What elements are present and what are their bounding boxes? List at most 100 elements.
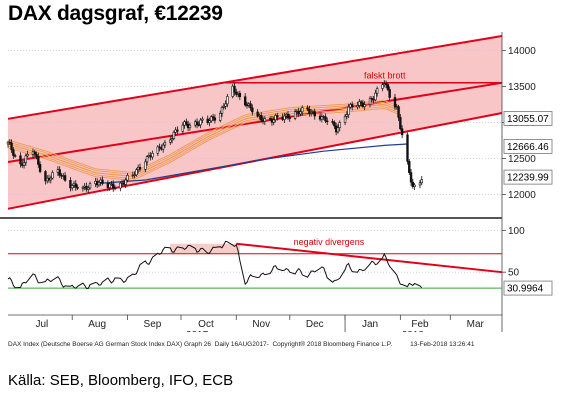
candle-body — [413, 184, 416, 187]
candle-body — [245, 104, 249, 107]
candle-body — [286, 113, 290, 119]
candle-body — [420, 179, 423, 184]
candle-body — [283, 115, 286, 120]
ma-band-line — [7, 100, 401, 173]
candle-body — [326, 120, 329, 123]
candle-body — [135, 169, 138, 176]
candle-body — [359, 101, 363, 104]
footer-middle: Copyright® 2018 Bloomberg Finance L.P. — [272, 341, 393, 348]
candle-body — [151, 153, 154, 158]
x-month-label: Aug — [88, 319, 106, 330]
candle-body — [133, 174, 136, 176]
candle-body — [226, 96, 229, 105]
x-month-label: Jan — [362, 319, 378, 330]
page-title: DAX dagsgraf, €12239 — [8, 2, 223, 25]
long-moving-average-line — [95, 143, 408, 185]
candle-body — [251, 107, 254, 113]
indicator-series-line — [7, 240, 423, 290]
candle-body — [309, 111, 313, 114]
indicator-value-label: 30.9964 — [507, 284, 544, 295]
candle-body — [211, 116, 215, 119]
candle-body — [411, 181, 415, 187]
candle-body — [37, 156, 40, 165]
candle-body — [397, 106, 400, 118]
x-month-label: Oct — [198, 319, 214, 330]
candle-body — [119, 182, 122, 189]
candle-body — [10, 142, 13, 151]
candle-body — [144, 161, 147, 170]
candle-body — [386, 84, 390, 90]
channel-upper-line — [7, 35, 503, 120]
price-y-tick-label: 12000 — [508, 190, 536, 201]
indicator-y-tick-label: 100 — [508, 226, 525, 237]
candle-body — [195, 121, 199, 125]
price-y-tick-label: 14000 — [508, 46, 536, 57]
candle-body — [219, 113, 222, 121]
footer-right: 13-Feb-2018 13:26:41 — [410, 341, 475, 348]
candle-body — [343, 116, 347, 123]
x-month-label: Jul — [35, 319, 48, 330]
candle-body — [233, 85, 236, 93]
candle-body — [35, 153, 38, 157]
candle-body — [324, 116, 327, 122]
candle-body — [406, 134, 409, 162]
candle-body — [220, 106, 224, 114]
channel-mid-line — [7, 81, 503, 163]
candle-body — [345, 114, 349, 117]
candle-body — [113, 187, 117, 190]
candle-body — [97, 182, 101, 186]
candle-body — [243, 96, 247, 106]
candle-body — [276, 115, 279, 118]
x-year-label: 2017 — [186, 330, 209, 332]
candle-body — [161, 144, 165, 150]
candle-body — [13, 155, 17, 157]
source-note: Källa: SEB, Bloomberg, IFO, ECB — [8, 372, 234, 389]
x-month-label: Feb — [411, 319, 429, 330]
candle-body — [108, 183, 111, 188]
footer-left: DAX Index (Deutsche Boerse AG German Sto… — [8, 341, 269, 348]
candle-body — [63, 175, 67, 181]
candle-body — [169, 139, 172, 143]
candle-body — [199, 119, 202, 126]
candle-body — [333, 122, 336, 127]
candle-body — [347, 106, 350, 115]
false-break-annotation: falskt brott — [364, 71, 406, 81]
candle-body — [76, 186, 79, 189]
candle-body — [58, 169, 61, 176]
moving-average-band — [7, 100, 401, 181]
candle-body — [170, 138, 174, 141]
candle-body — [408, 161, 411, 173]
candle-body — [400, 128, 404, 136]
price-value-label: 12666.46 — [507, 142, 549, 153]
ma-band-line — [7, 108, 401, 181]
candle-body — [38, 164, 42, 172]
candle-body — [375, 88, 379, 94]
candle-body — [350, 104, 354, 108]
candle-body — [74, 183, 77, 188]
candle-body — [44, 171, 47, 182]
candle-body — [399, 117, 402, 130]
candle-body — [213, 117, 217, 121]
candle-body — [358, 101, 361, 106]
candle-body — [374, 92, 377, 101]
candle-body — [145, 156, 149, 163]
candle-body — [208, 120, 211, 123]
candle-body — [24, 155, 28, 163]
candle-body — [71, 185, 74, 189]
price-value-box — [503, 111, 553, 126]
candle-body — [201, 118, 204, 121]
indicator-y-tick-label: 50 — [508, 268, 520, 279]
x-month-label: Sep — [144, 319, 162, 330]
candle-body — [22, 162, 26, 166]
candle-body — [181, 124, 184, 132]
candle-body — [306, 107, 309, 110]
candle-body — [409, 172, 413, 183]
price-y-tick-label: 13500 — [508, 82, 536, 93]
candle-body — [381, 84, 384, 89]
indicator-y-axis: 50 100 — [502, 226, 525, 279]
candle-body — [26, 153, 29, 157]
price-candles — [6, 80, 423, 193]
bloomberg-footer: DAX Index (Deutsche Boerse AG German Sto… — [8, 341, 474, 348]
candle-body — [210, 116, 213, 122]
candle-body — [308, 109, 311, 114]
